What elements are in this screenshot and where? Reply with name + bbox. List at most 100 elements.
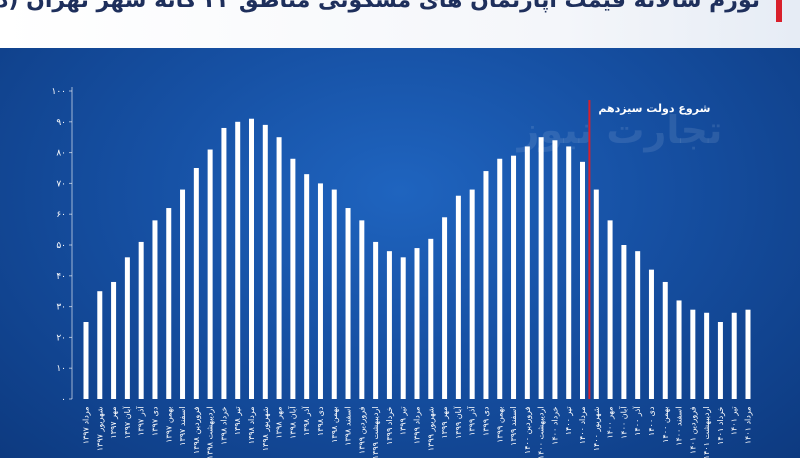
- bar: [97, 291, 103, 399]
- bar: [511, 155, 517, 399]
- x-tick-label: اردیبهشت ۱۴۰۱: [702, 407, 711, 458]
- x-tick-label: اردیبهشت ۱۳۹۹: [371, 407, 380, 458]
- x-tick-label: دی ۱۳۹۸: [316, 406, 325, 436]
- x-tick-label: آبان ۱۳۹۷: [122, 406, 132, 439]
- bar: [152, 220, 158, 399]
- x-tick-label: شهریور ۱۳۹۷: [95, 406, 104, 451]
- x-tick-label: فروردین ۱۴۰۱: [688, 406, 697, 454]
- bar: [373, 241, 379, 399]
- bar: [745, 309, 751, 399]
- x-tick-label: بهمن ۱۳۹۷: [164, 407, 173, 443]
- x-tick-label: آذر ۱۳۹۸: [301, 406, 311, 436]
- y-tick-label: ۹۰: [56, 118, 66, 128]
- x-tick-label: شهریور ۱۳۹۹: [426, 406, 435, 451]
- bar: [331, 189, 337, 399]
- y-tick-label: ۶۰: [56, 210, 66, 220]
- annotation-label: شروع دولت سیزدهم: [598, 102, 710, 115]
- y-tick-label: ۱۰: [56, 364, 66, 374]
- bar: [138, 241, 144, 399]
- page-title: تورم سالانه قیمت آپارتمان های مسکونی منا…: [0, 0, 760, 13]
- bar: [83, 322, 89, 399]
- x-tick-label: مهر ۱۳۹۹: [440, 407, 449, 439]
- x-tick-label: شهریور ۱۳۹۸: [261, 406, 270, 451]
- bar: [469, 189, 475, 399]
- bar: [400, 257, 406, 399]
- header: تورم سالانه قیمت آپارتمان های مسکونی منا…: [0, 0, 800, 48]
- y-tick-label: ۳۰: [56, 303, 66, 313]
- x-tick-label: خرداد ۱۴۰۱: [716, 406, 725, 444]
- bar: [386, 251, 392, 399]
- bar: [538, 137, 544, 399]
- bar: [290, 158, 296, 399]
- bar: [676, 300, 682, 399]
- bar-chart: تجارت نیوز ۰ ۱۰ ۲۰ ۳۰ ۴۰ ۵۰ ۶۰ ۷۰ ۸۰ ۹۰ ۱۰۰ مرداد ۱۳…: [51, 87, 753, 458]
- y-tick-label: ۴۰: [56, 272, 66, 282]
- x-tick-label: تیر ۱۴۰۰: [564, 407, 573, 436]
- accent-bar: [776, 0, 782, 22]
- y-tick-label: ۲۰: [56, 333, 66, 343]
- y-tick-label: ۸۰: [56, 149, 66, 159]
- bar: [566, 146, 572, 399]
- bar: [455, 195, 461, 399]
- x-tick-label: اسفند ۱۳۹۷: [178, 407, 187, 446]
- x-tick-label: دی ۱۳۹۹: [481, 406, 490, 436]
- bar: [552, 140, 558, 399]
- bar: [276, 137, 282, 399]
- bar: [483, 171, 489, 399]
- bar: [193, 168, 199, 399]
- bar: [662, 281, 668, 399]
- bar: [359, 220, 365, 399]
- watermark: تجارت نیوز: [516, 108, 723, 152]
- bar: [524, 146, 530, 399]
- x-tick-label: آبان ۱۳۹۸: [287, 406, 297, 439]
- x-tick-label: مرداد ۱۴۰۰: [578, 407, 587, 445]
- bar: [304, 174, 310, 399]
- bar: [635, 251, 641, 399]
- bar: [717, 322, 723, 399]
- x-tick-label: مرداد ۱۴۰۱: [744, 407, 753, 445]
- x-tick-label: اسفند ۱۴۰۰: [675, 407, 684, 446]
- bar: [317, 183, 323, 399]
- bar: [111, 281, 117, 399]
- x-tick-label: شهریور ۱۴۰۰: [592, 406, 601, 451]
- x-tick-label: فروردین ۱۴۰۰: [523, 406, 532, 454]
- x-tick-label: دی ۱۳۹۷: [150, 406, 159, 436]
- bar: [621, 245, 627, 399]
- y-tick-label: ۵۰: [56, 241, 66, 251]
- bar: [166, 208, 172, 399]
- x-tick-label: تیر ۱۳۹۹: [399, 407, 408, 436]
- x-tick-label: فروردین ۱۳۹۸: [192, 406, 201, 454]
- x-tick-label: فروردین ۱۳۹۹: [357, 406, 366, 454]
- x-tick-label: اردیبهشت ۱۴۰۰: [537, 407, 546, 458]
- x-tick-label: خرداد ۱۳۹۸: [219, 406, 228, 444]
- x-tick-label: مهر ۱۳۹۷: [109, 407, 118, 439]
- x-tick-label: بهمن ۱۳۹۹: [495, 407, 504, 443]
- x-tick-label: بهمن ۱۴۰۰: [661, 407, 670, 443]
- x-tick-label: خرداد ۱۳۹۹: [385, 406, 394, 444]
- bar: [731, 312, 737, 399]
- bar: [648, 269, 654, 399]
- bar: [345, 208, 351, 399]
- x-tick-label: آذر ۱۴۰۰: [632, 406, 642, 436]
- bar: [249, 118, 254, 399]
- x-tick-label: آذر ۱۳۹۷: [136, 406, 146, 436]
- x-tick-label: اردیبهشت ۱۳۹۸: [206, 407, 215, 458]
- bar: [704, 312, 710, 399]
- x-tick-label: مرداد ۱۳۹۹: [413, 407, 422, 445]
- bar: [180, 189, 186, 399]
- y-tick-label: ۷۰: [56, 179, 66, 189]
- x-tick-label: مهر ۱۴۰۰: [606, 407, 615, 439]
- x-tick-label: آبان ۱۳۹۹: [453, 406, 463, 439]
- x-tick-label: مرداد ۱۳۹۸: [247, 407, 256, 445]
- bar: [124, 257, 130, 399]
- x-tick-label: دی ۱۴۰۰: [647, 406, 656, 436]
- bar: [593, 189, 599, 399]
- x-tick-label: آبان ۱۴۰۰: [618, 406, 628, 439]
- bar: [580, 161, 585, 399]
- bar: [428, 238, 434, 399]
- bar: [221, 127, 227, 400]
- x-tick-label: تیر ۱۴۰۱: [730, 407, 739, 436]
- x-tick-label: آذر ۱۳۹۹: [467, 406, 477, 436]
- chart-panel: تجارت نیوز ۰ ۱۰ ۲۰ ۳۰ ۴۰ ۵۰ ۶۰ ۷۰ ۸۰ ۹۰ ۱۰۰ مرداد ۱۳…: [0, 48, 800, 458]
- x-tick-label: اسفند ۱۳۹۸: [344, 407, 353, 446]
